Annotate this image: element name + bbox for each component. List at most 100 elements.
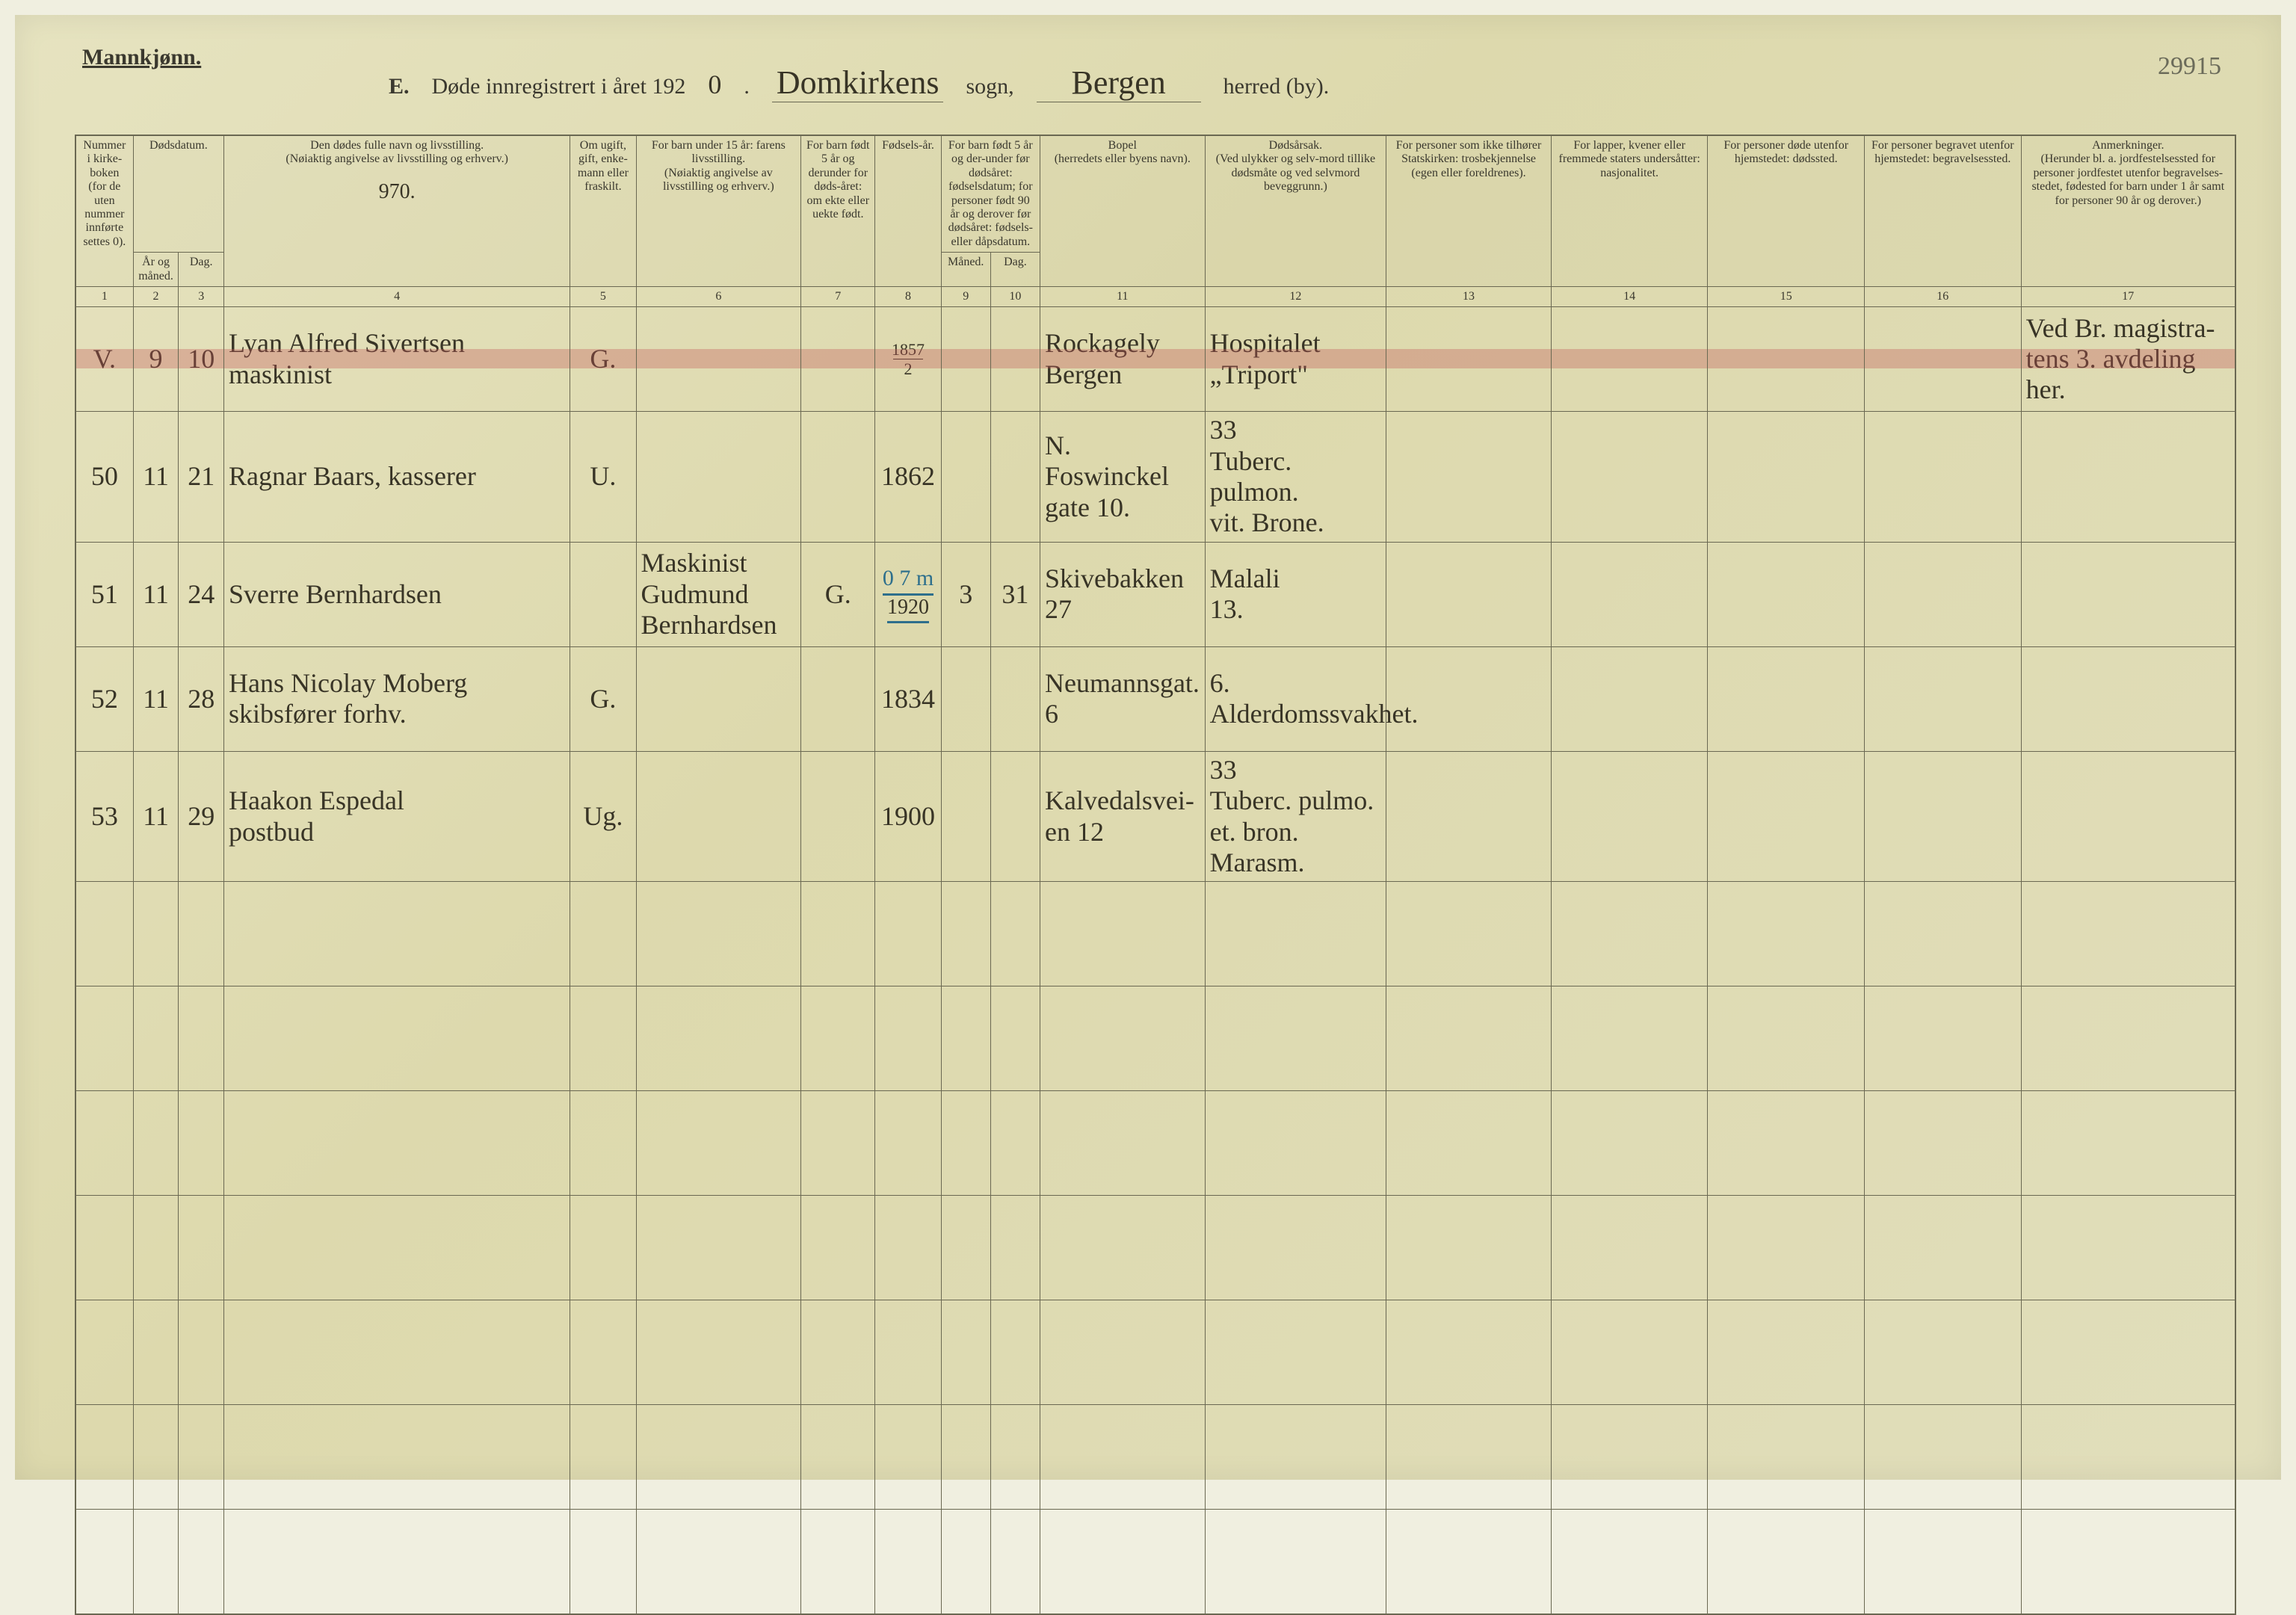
cell-empty (941, 1405, 990, 1510)
col-header-14: For lapper, kvener eller fremmede stater… (1551, 135, 1708, 286)
cell-empty (1040, 1405, 1205, 1510)
cell (941, 307, 990, 412)
table-row: 521128Hans Nicolay Moberg skibsfører for… (75, 646, 2235, 751)
table-row-empty (75, 1405, 2235, 1510)
title-area: Mannkjønn. E. Døde innregistrert i året … (75, 45, 2236, 135)
cell: 51 (75, 542, 133, 646)
cell: Hans Nicolay Moberg skibsfører forhv. (224, 646, 570, 751)
cell-empty (1551, 1300, 1708, 1405)
cell: 0 7 m 1920 (875, 542, 941, 646)
gender-heading: Mannkjønn. (82, 45, 201, 70)
cell (801, 307, 875, 412)
cell-empty (2021, 882, 2235, 986)
cell-empty (1551, 1510, 1708, 1614)
cell (1386, 542, 1552, 646)
form-title-line: E. Døde innregistrert i året 1920. Domki… (389, 64, 1329, 102)
highlight-stripe (801, 349, 874, 368)
cell-empty (941, 1300, 990, 1405)
cell-empty (801, 1196, 875, 1300)
col-header-9-10-top: For barn født 5 år og der-under før døds… (941, 135, 1040, 253)
colnum-5: 5 (570, 286, 636, 306)
cell-empty (875, 1091, 941, 1196)
cell-empty (75, 1405, 133, 1510)
cell-empty (1708, 882, 1865, 986)
cell: 50 (75, 412, 133, 543)
cell (636, 646, 801, 751)
cell-empty (990, 986, 1040, 1091)
cell (1865, 646, 2022, 751)
cell-empty (2021, 986, 2235, 1091)
cell (1551, 412, 1708, 543)
cell-empty (133, 1091, 179, 1196)
cell-empty (2021, 1091, 2235, 1196)
cell-empty (801, 986, 875, 1091)
colnum-8: 8 (875, 286, 941, 306)
table-row-empty (75, 1300, 2235, 1405)
cell-empty (1708, 1405, 1865, 1510)
colnum-15: 15 (1708, 286, 1865, 306)
highlight-stripe (1552, 349, 1708, 368)
table-row: 531129Haakon Espedal postbudUg.1900Kalve… (75, 751, 2235, 882)
cell (2021, 542, 2235, 646)
cell-empty (179, 1510, 224, 1614)
col-header-10: Dag. (990, 253, 1040, 287)
cell (636, 751, 801, 882)
cell: 10 (179, 307, 224, 412)
cell-empty (2021, 1405, 2235, 1510)
col-header-8: Fødsels-år. (875, 135, 941, 286)
col-header-12: Dødsårsak. (Ved ulykker og selv-mord til… (1205, 135, 1386, 286)
cell-empty (133, 1510, 179, 1614)
cell-empty (1205, 1405, 1386, 1510)
cell-empty (990, 1300, 1040, 1405)
cell-empty (570, 1091, 636, 1196)
cell (1865, 751, 2022, 882)
highlight-stripe (1386, 349, 1551, 368)
cell-empty (1040, 882, 1205, 986)
register-sheet: Mannkjønn. E. Døde innregistrert i året … (15, 15, 2281, 1480)
cell-empty (1386, 986, 1552, 1091)
col-header-11: Bopel (herredets eller byens navn). (1040, 135, 1205, 286)
cell-empty (1040, 1091, 1205, 1196)
cell-empty (133, 1405, 179, 1510)
col-header-9: Måned. (941, 253, 990, 287)
cell: G. (570, 307, 636, 412)
cell-empty (570, 1405, 636, 1510)
cell-empty (990, 1091, 1040, 1196)
cell: Maskinist Gudmund Bernhardsen (636, 542, 801, 646)
highlight-stripe (1865, 349, 2021, 368)
cell: 11 (133, 412, 179, 543)
cell-empty (990, 1405, 1040, 1510)
cell-empty (1551, 1196, 1708, 1300)
cell (1865, 412, 2022, 543)
cell-empty (941, 1510, 990, 1614)
col-header-15: For personer døde utenfor hjemstedet: dø… (1708, 135, 1865, 286)
cell-empty (179, 1300, 224, 1405)
cell-empty (224, 1510, 570, 1614)
cell-empty (636, 1091, 801, 1196)
cell-empty (875, 1405, 941, 1510)
cell: V. (75, 307, 133, 412)
cell-empty (75, 1196, 133, 1300)
colnum-16: 16 (1865, 286, 2022, 306)
cell-empty (179, 1196, 224, 1300)
cell-empty (75, 1091, 133, 1196)
cell-empty (1386, 1091, 1552, 1196)
cell-empty (801, 882, 875, 986)
cell-empty (2021, 1510, 2235, 1614)
cell: 31 (990, 542, 1040, 646)
cell-empty (2021, 1300, 2235, 1405)
parish-name: Domkirkens (772, 64, 944, 102)
cell: Ug. (570, 751, 636, 882)
col-header-13: For personer som ikke tilhører Statskirk… (1386, 135, 1552, 286)
cell: 6. Alderdomssvakhet. (1205, 646, 1386, 751)
col-header-4-hand: 970. (379, 180, 416, 203)
district-name: Bergen (1037, 64, 1201, 102)
cell-empty (1040, 1300, 1205, 1405)
period: . (744, 74, 750, 99)
cell: Lyan Alfred Sivertsen maskinist (224, 307, 570, 412)
colnum-12: 12 (1205, 286, 1386, 306)
table-header: Nummer i kirke-boken (for de uten nummer… (75, 135, 2235, 307)
colnum-17: 17 (2021, 286, 2235, 306)
cell-empty (1865, 1510, 2022, 1614)
cell-empty (1708, 1091, 1865, 1196)
